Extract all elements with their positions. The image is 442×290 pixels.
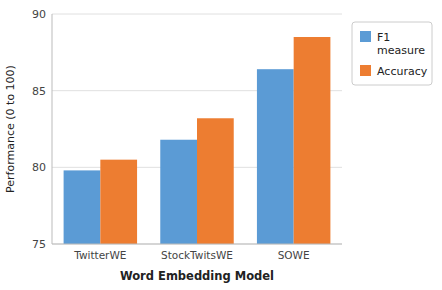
y-tick-label: 85 <box>32 85 46 98</box>
legend: F1measure Accuracy <box>352 22 432 85</box>
bar <box>257 69 294 244</box>
y-axis-label: Performance (0 to 100) <box>4 65 17 193</box>
legend-swatch <box>360 65 371 76</box>
legend-label-line: Accuracy <box>377 65 428 78</box>
legend-box <box>352 22 432 85</box>
bar <box>197 118 234 244</box>
x-axis-line <box>52 244 342 245</box>
legend-label-line: measure <box>377 44 425 57</box>
y-tick-label: 90 <box>32 8 46 21</box>
y-axis-line <box>52 14 53 244</box>
legend-label: Accuracy <box>377 65 428 78</box>
chart-svg: 75 80 85 90 TwitterWE StockTwitsWE SOWE Word Em… <box>0 0 442 290</box>
x-tick-label: StockTwitsWE <box>161 249 233 261</box>
chart-container: 75 80 85 90 TwitterWE StockTwitsWE SOWE Word Em… <box>0 0 442 290</box>
bar <box>100 160 137 244</box>
y-tick-label: 80 <box>32 161 46 174</box>
legend-label-line: F1 <box>377 31 390 44</box>
x-axis-label: Word Embedding Model <box>120 269 274 283</box>
x-tick-label: TwitterWE <box>73 249 126 261</box>
legend-swatch <box>360 31 371 42</box>
x-tick-label: SOWE <box>278 249 310 261</box>
bar <box>160 140 197 244</box>
y-tick-label: 75 <box>32 238 46 251</box>
bar <box>294 37 331 244</box>
grid-line <box>52 244 342 245</box>
legend-label: F1measure <box>377 31 425 57</box>
x-axis: TwitterWE StockTwitsWE SOWE <box>73 249 309 261</box>
bar <box>64 170 101 244</box>
y-axis: 75 80 85 90 <box>32 8 342 251</box>
bars <box>64 37 331 244</box>
grid-line <box>52 14 342 15</box>
